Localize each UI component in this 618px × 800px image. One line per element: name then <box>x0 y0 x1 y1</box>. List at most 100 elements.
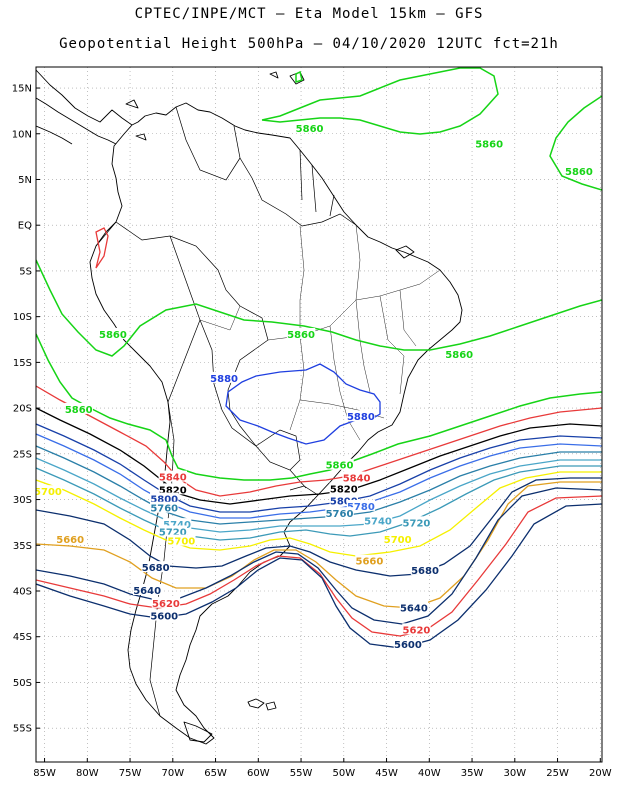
contour-5820 <box>36 407 602 505</box>
contour-label: 5720 <box>159 527 187 538</box>
contour-label-background <box>402 623 431 635</box>
contour-label-background <box>445 348 474 360</box>
contour-label-background <box>410 563 440 575</box>
contour-label: 5700 <box>167 537 195 548</box>
contour-label: 5840 <box>343 474 371 485</box>
longitude-label: 20W <box>589 768 612 779</box>
contour-label-background <box>342 471 371 483</box>
contour-label: 5860 <box>445 350 473 361</box>
contour-labels: 5860 5860 5860 5860 5860 5860 5860 5860 5880 5880… <box>36 122 594 651</box>
longitude-label: 40W <box>418 768 441 779</box>
marajo-island <box>395 245 415 259</box>
longitude-label: 50W <box>332 768 355 779</box>
contour-label-background <box>36 485 63 497</box>
tierra-del-fuego <box>183 721 213 743</box>
contour-label-background <box>346 410 376 422</box>
contour-label-background <box>564 165 594 177</box>
longitude-label: 30W <box>503 768 526 779</box>
latitude-label: 45S <box>13 632 32 643</box>
latitude-label: 35S <box>13 541 32 552</box>
longitude-label: 60W <box>247 768 270 779</box>
contour-label-background <box>295 122 324 134</box>
contour-label: 5660 <box>56 535 84 546</box>
state-border-6 <box>379 289 417 395</box>
latitude-label: 10S <box>13 312 32 323</box>
map-title-line-1: CPTEC/INPE/MCT – Eta Model 15km – GFS <box>134 6 484 22</box>
contour-label: 5680 <box>142 563 170 574</box>
border-venezuela <box>175 106 241 181</box>
contour-label-background <box>325 458 354 470</box>
contour-5740 <box>36 457 602 533</box>
contour-label-background <box>150 501 179 513</box>
contour-5620 <box>36 495 602 637</box>
contour-5880-north <box>95 227 109 269</box>
map-layers: 5860 5860 5860 5860 5860 5860 5860 5860 5880 5880… <box>36 67 602 745</box>
contour-label-background <box>158 470 187 482</box>
contour-label: 5860 <box>296 124 324 135</box>
contour-label: 5760 <box>150 504 178 515</box>
contour-5680 <box>36 477 602 577</box>
contour-label: 5780 <box>347 502 375 513</box>
contour-label-background <box>167 534 196 546</box>
contour-label-background <box>150 609 179 621</box>
latitude-label: 15S <box>13 358 32 369</box>
latitude-label: 20S <box>13 404 32 415</box>
state-border-5 <box>329 325 361 441</box>
contour-label-background <box>151 596 181 608</box>
contour-5800 <box>36 423 602 513</box>
contour-5860-patch <box>295 70 303 84</box>
contour-label: 5640 <box>400 603 428 614</box>
latitude-label: 30S <box>13 495 32 506</box>
contour-5780 <box>36 433 602 519</box>
contour-label-background <box>158 483 187 495</box>
latitude-label: 5N <box>18 175 32 186</box>
contour-label-background <box>158 525 187 537</box>
contour-label: 5860 <box>326 461 354 472</box>
contour-5860-north <box>261 67 499 135</box>
contour-label: 5600 <box>150 612 178 623</box>
contour-5860 <box>36 67 602 481</box>
longitude-label: 70W <box>161 768 184 779</box>
latitude-label: 50S <box>13 678 32 689</box>
contour-label-background <box>55 532 85 544</box>
contour-label: 5880 <box>347 412 375 423</box>
contour-label-background <box>141 561 170 573</box>
contour-5840 <box>36 385 602 497</box>
border-brazil-north <box>233 125 357 227</box>
contour-label: 5880 <box>210 374 238 385</box>
latitude-label: 15N <box>12 84 32 95</box>
longitude-label: 80W <box>76 768 99 779</box>
contour-label-background <box>162 518 192 530</box>
contour-5860-northeast <box>549 95 602 191</box>
longitude-label: 75W <box>119 768 142 779</box>
contour-label-background <box>329 482 358 494</box>
contour-label: 5620 <box>403 625 431 636</box>
contour-label: 5600 <box>394 640 422 651</box>
contour-label: 5840 <box>159 473 187 484</box>
contour-label-background <box>355 554 384 566</box>
contour-label-background <box>393 637 423 649</box>
latitude-label: 25S <box>13 449 32 460</box>
contour-label: 5820 <box>159 485 187 496</box>
contour-label-background <box>346 499 376 511</box>
contour-5880 <box>95 227 381 445</box>
graticule <box>36 67 602 762</box>
contour-label: 5700 <box>384 535 412 546</box>
contour-5760 <box>36 445 602 525</box>
state-border-3 <box>355 224 371 393</box>
border-colombia-peru <box>115 221 269 341</box>
contour-label: 5860 <box>287 330 315 341</box>
contour-label: 5860 <box>475 140 503 151</box>
state-border-2 <box>299 225 305 336</box>
caribbean-islands <box>125 71 305 141</box>
contour-5700 <box>36 471 602 557</box>
axis-ticks: 15N 10N 5N EQ 5S 10S 15S 20S 25S 30S 35S 40S 45S 50S 5… <box>12 84 612 779</box>
state-border-4 <box>289 335 305 431</box>
longitude-label: 65W <box>204 768 227 779</box>
longitude-label: 85W <box>33 768 56 779</box>
contour-label: 5760 <box>326 509 354 520</box>
contour-label-background <box>402 516 431 528</box>
contour-label-background <box>132 583 162 595</box>
contour-label-background <box>64 402 93 414</box>
border-bolivia <box>199 319 257 447</box>
